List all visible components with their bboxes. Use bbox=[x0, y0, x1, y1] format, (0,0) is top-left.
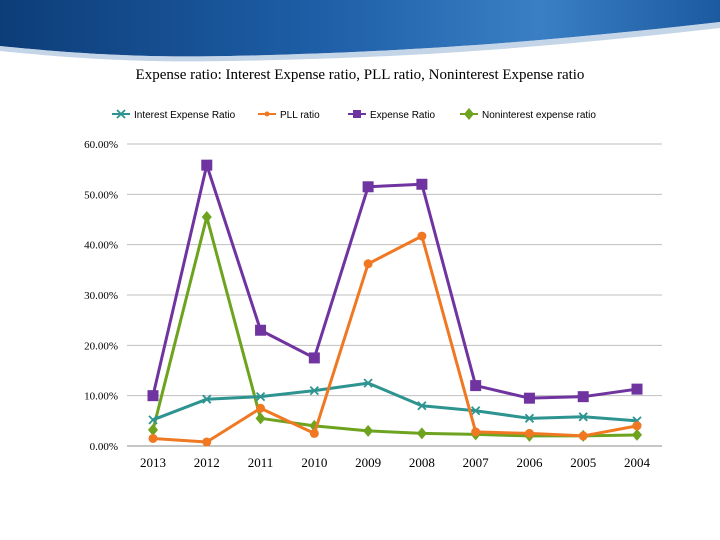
legend-swatch-marker bbox=[116, 109, 126, 119]
legend-swatch-marker bbox=[353, 110, 361, 118]
line-chart: Interest Expense Ratio PLL ratio Expense R… bbox=[84, 108, 662, 470]
y-tick-label: 60.00% bbox=[84, 139, 118, 151]
series-noninterest-expense-ratio bbox=[148, 210, 642, 442]
chart-title: Expense ratio: Interest Expense ratio, P… bbox=[135, 67, 585, 83]
data-point bbox=[524, 413, 535, 423]
data-point bbox=[202, 394, 212, 404]
legend-label: Interest Expense Ratio bbox=[134, 110, 236, 121]
legend-label: PLL ratio bbox=[280, 110, 320, 121]
data-point bbox=[631, 383, 643, 395]
series-line bbox=[152, 234, 638, 444]
series-line bbox=[151, 163, 638, 400]
data-point bbox=[632, 428, 642, 441]
data-point bbox=[471, 406, 481, 416]
y-tick-label: 0.00% bbox=[90, 441, 118, 453]
data-point bbox=[362, 181, 374, 193]
x-tick-label: 2012 bbox=[194, 455, 220, 470]
data-point bbox=[416, 178, 428, 190]
data-point bbox=[471, 427, 481, 437]
data-point bbox=[201, 159, 213, 171]
header-banner bbox=[0, 0, 720, 62]
data-point bbox=[417, 231, 427, 241]
y-tick-label: 20.00% bbox=[84, 340, 118, 352]
legend-item: Interest Expense Ratio bbox=[112, 109, 236, 121]
x-axis-ticks: 2013 2012 2011 2010 2009 2008 2007 2006 2005 2004 bbox=[140, 455, 651, 470]
data-point bbox=[470, 380, 482, 392]
series-lines bbox=[147, 159, 643, 447]
legend-item: Expense Ratio bbox=[348, 110, 435, 121]
series-pll-ratio bbox=[148, 231, 642, 447]
y-tick-label: 50.00% bbox=[84, 189, 118, 201]
x-tick-label: 2005 bbox=[570, 455, 596, 470]
data-point bbox=[309, 385, 319, 396]
data-point bbox=[148, 415, 158, 425]
data-point bbox=[523, 392, 535, 404]
banner-wave bbox=[0, 0, 720, 57]
data-point bbox=[308, 352, 320, 364]
x-tick-label: 2006 bbox=[516, 455, 543, 470]
data-point bbox=[417, 401, 427, 411]
data-point bbox=[416, 427, 427, 440]
x-tick-label: 2011 bbox=[248, 455, 274, 470]
data-point bbox=[148, 433, 158, 443]
y-axis-ticks: 60.00% 50.00% 40.00% 30.00% 20.00% 10.00% 0.00… bbox=[84, 139, 118, 453]
data-point bbox=[632, 421, 642, 431]
y-tick-label: 30.00% bbox=[84, 290, 118, 302]
data-point bbox=[363, 424, 374, 437]
data-point bbox=[255, 324, 267, 336]
data-point bbox=[201, 210, 212, 223]
series-interest-expense-ratio bbox=[148, 378, 642, 426]
x-tick-label: 2004 bbox=[624, 455, 651, 470]
data-point bbox=[577, 391, 589, 403]
banner-wave-highlight bbox=[0, 22, 720, 62]
data-point bbox=[255, 412, 266, 425]
legend-item: Noninterest expense ratio bbox=[460, 108, 596, 121]
series-line bbox=[152, 381, 638, 423]
legend: Interest Expense Ratio PLL ratio Expense R… bbox=[112, 108, 596, 121]
data-point bbox=[256, 403, 266, 413]
series-expense-ratio bbox=[147, 159, 643, 404]
data-point bbox=[363, 378, 373, 388]
data-point bbox=[148, 423, 158, 436]
y-tick-label: 40.00% bbox=[84, 240, 118, 252]
x-tick-label: 2010 bbox=[301, 455, 327, 470]
legend-label: Expense Ratio bbox=[370, 110, 435, 121]
data-point bbox=[309, 428, 319, 438]
x-tick-label: 2009 bbox=[355, 455, 381, 470]
data-point bbox=[147, 390, 159, 402]
data-point bbox=[202, 437, 212, 447]
y-tick-label: 10.00% bbox=[84, 391, 118, 403]
x-tick-label: 2013 bbox=[140, 455, 166, 470]
legend-swatch-marker bbox=[264, 111, 270, 117]
data-point bbox=[524, 428, 534, 438]
legend-item: PLL ratio bbox=[258, 110, 320, 121]
x-tick-label: 2007 bbox=[463, 455, 490, 470]
x-tick-label: 2008 bbox=[409, 455, 435, 470]
data-point bbox=[363, 259, 373, 269]
legend-label: Noninterest expense ratio bbox=[482, 110, 596, 121]
data-point bbox=[578, 431, 588, 441]
legend-swatch-marker bbox=[464, 108, 474, 120]
data-point bbox=[578, 412, 588, 422]
data-point bbox=[255, 392, 266, 402]
